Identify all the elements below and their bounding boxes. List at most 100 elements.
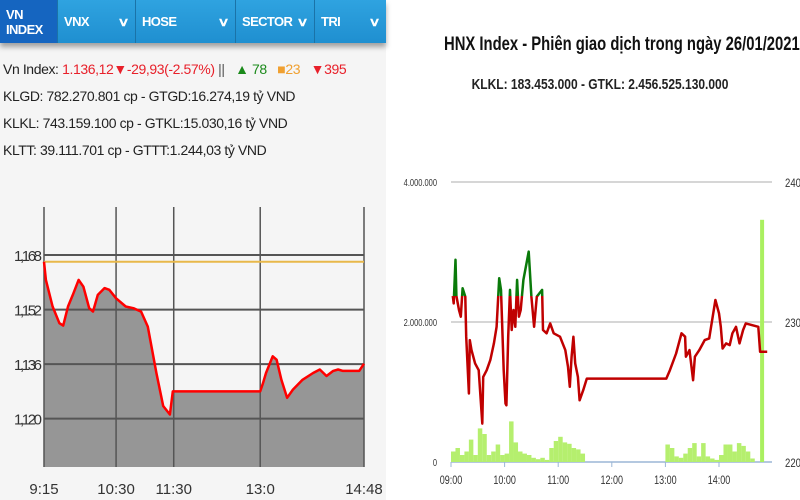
x-tick-label: 14:48	[345, 481, 383, 498]
tab-vn-index[interactable]: VN INDEX	[0, 0, 58, 43]
x-tick-label: 09:00	[440, 474, 463, 488]
index-tab-bar: VN INDEX VNX ∨ HOSE ∨ SECTOR ∨ TRI ∨	[0, 0, 386, 43]
x-tick-label: 12:00	[601, 474, 624, 488]
volume-bar	[495, 444, 501, 462]
volume-bar	[760, 219, 765, 462]
tab-tri[interactable]: TRI ∨	[315, 0, 386, 43]
volume-bar	[714, 459, 720, 462]
volume-bar	[705, 456, 711, 462]
vnindex-line	[42, 261, 366, 416]
y-right-tick-label: 220	[785, 457, 800, 470]
volume-bar	[518, 451, 523, 462]
vnindex-area	[44, 261, 364, 467]
tab-label: TRI	[321, 14, 341, 29]
chevron-down-icon: ∨	[368, 14, 380, 29]
tab-label: HOSE	[142, 14, 177, 29]
volume-bar	[540, 457, 545, 462]
tab-sector[interactable]: SECTOR ∨	[236, 0, 315, 43]
volume-bar	[669, 448, 675, 462]
y-right-tick-label: 240	[785, 177, 800, 190]
y-tick-label: 1,168	[14, 248, 42, 265]
y-left-tick-label: 4.000.000	[404, 177, 437, 188]
volume-bar	[562, 442, 568, 462]
volume-bar	[526, 455, 532, 462]
volume-bar	[491, 451, 496, 462]
x-tick-label: 9:15	[29, 481, 58, 498]
klgd-line: KLGD: 782.270.801 cp - GTGD:16.274,19 tỷ…	[3, 88, 296, 104]
y-left-tick-label: 2.000.000	[404, 317, 437, 328]
volume-bar	[513, 442, 519, 462]
volume-bar	[531, 457, 536, 462]
volume-bar	[710, 458, 715, 462]
volume-bar	[719, 455, 724, 462]
volume-bar	[455, 448, 460, 462]
tab-label: SECTOR	[242, 14, 293, 29]
volume-bar	[732, 451, 737, 462]
volume-bar	[571, 448, 577, 462]
x-tick-label: 10:30	[97, 481, 135, 498]
tab-label: VN INDEX	[6, 6, 43, 37]
volume-bar	[553, 441, 559, 462]
volume-bar	[500, 455, 505, 462]
advances-count: ▲ 78	[235, 61, 267, 77]
volume-bar	[665, 444, 670, 462]
tab-vnx[interactable]: VNX ∨	[58, 0, 136, 43]
vnindex-chart: 1,168 1,152 1,136 1,120 9:15 10:30 11:30 13:0 14…	[14, 207, 383, 498]
volume-bar	[674, 456, 679, 462]
x-tick-label: 14:00	[708, 474, 731, 488]
y-tick-label: 1,152	[14, 303, 42, 320]
volume-bar	[535, 459, 541, 462]
kltt-line: KLTT: 39.111.701 cp - GTTT:1.244,03 tỷ V…	[3, 142, 267, 158]
volume-bar	[736, 443, 742, 462]
volume-bar	[558, 436, 563, 462]
hnx-chart-subtitle: KLKL: 183.453.000 - GTKL: 2.456.525.130.…	[471, 76, 729, 93]
volume-bar	[522, 453, 527, 462]
volume-bar	[692, 443, 697, 462]
volume-bar	[580, 453, 586, 462]
volume-bar	[549, 448, 554, 462]
x-tick-label: 13:0	[246, 481, 275, 498]
y-right-tick-label: 230	[785, 317, 800, 330]
volume-bar	[576, 449, 581, 462]
volume-bar	[451, 451, 456, 462]
hnx-index-line-up	[452, 250, 544, 296]
y-left-tick-label: 0	[433, 457, 437, 468]
unchanged-count: ■23	[277, 61, 301, 77]
volume-bar	[745, 451, 751, 462]
y-tick-label: 1,136	[14, 357, 42, 374]
x-tick-label: 11:30	[156, 481, 192, 498]
chevron-down-icon: ∨	[217, 14, 229, 29]
tab-hose[interactable]: HOSE ∨	[136, 0, 236, 43]
volume-bar	[701, 443, 706, 462]
index-label: Vn Index:	[3, 61, 59, 77]
volume-bar	[477, 428, 483, 462]
volume-bar	[696, 456, 702, 462]
volume-bar	[504, 453, 510, 462]
x-tick-label: 13:00	[654, 474, 677, 488]
x-tick-label: 10:00	[493, 474, 516, 488]
volume-bar	[750, 458, 755, 462]
volume-bar	[683, 453, 688, 462]
volume-bar	[678, 457, 684, 462]
vnindex-summary: Vn Index: 1.136,12▼-29,93(-2.57%) || ▲ 7…	[3, 61, 347, 77]
volume-bar	[567, 443, 572, 462]
chevron-down-icon: ∨	[117, 14, 129, 29]
volume-bar	[464, 451, 469, 462]
volume-bar	[486, 455, 492, 462]
volume-bar	[727, 444, 733, 462]
index-value: 1.136,12	[62, 61, 114, 77]
volume-bar	[723, 444, 728, 462]
volume-bar	[459, 455, 465, 462]
volume-bar	[509, 421, 514, 462]
index-change: ▼-29,93(-2.57%)	[113, 61, 215, 77]
declines-count: ▼395	[310, 61, 347, 77]
y-tick-label: 1,120	[14, 412, 42, 429]
tab-label: VNX	[64, 14, 90, 29]
klkl-line: KLKL: 743.159.100 cp - GTKL:15.030,16 tỷ…	[3, 115, 288, 131]
volume-bar	[473, 455, 478, 462]
separator: ||	[218, 61, 225, 77]
volume-bar	[741, 445, 746, 462]
hnx-chart-title: HNX Index - Phiên giao dịch trong ngày 2…	[444, 34, 800, 55]
chevron-down-icon: ∨	[296, 14, 308, 29]
